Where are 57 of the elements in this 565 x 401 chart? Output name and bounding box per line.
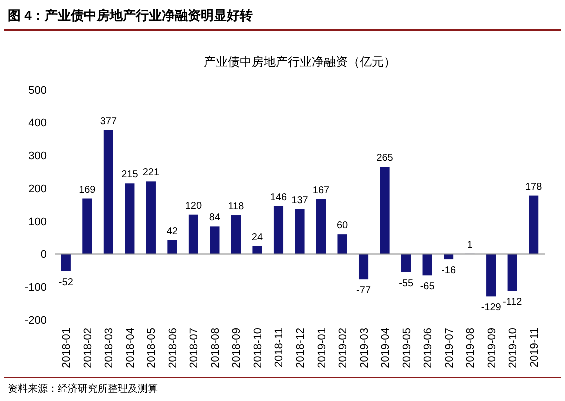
x-tick-label: 2018-05 [146, 328, 158, 368]
x-tick-label: 2019-02 [338, 328, 350, 368]
x-tick-label: 2018-01 [61, 328, 74, 368]
x-tick-label: 2018-02 [82, 328, 94, 368]
text: 资料来源：经济研究所整理及测算 [8, 383, 158, 395]
data-label: -112 [502, 297, 523, 308]
x-tick-label: 2019-01 [316, 328, 328, 368]
data-label: 60 [336, 220, 349, 232]
x-tick-label: 2019-06 [422, 328, 435, 368]
x-tick-label: 2018-09 [231, 328, 244, 368]
data-label: -129 [481, 302, 502, 314]
x-tick-label: 2018-11 [274, 328, 286, 368]
x-tick-label: 2018-03 [104, 328, 116, 368]
x-tick-label: 2019-11 [528, 328, 541, 368]
y-tick-label: 200 [28, 183, 47, 196]
x-tick-label: 2019-07 [444, 328, 456, 368]
data-label: 221 [142, 168, 160, 179]
x-tick-label: 2018-08 [210, 328, 222, 368]
data-label: 1 [467, 240, 474, 251]
data-label: 377 [100, 116, 118, 128]
data-label: 265 [376, 153, 394, 164]
data-label: -65 [420, 282, 436, 293]
y-tick-label: 300 [28, 150, 47, 163]
x-tick-label: 2018-10 [252, 328, 264, 368]
x-tick-label: 2018-04 [124, 328, 137, 368]
x-tick-label: 2018-12 [295, 328, 307, 368]
x-tick-label: 2018-06 [167, 328, 180, 368]
data-label: 24 [252, 232, 264, 244]
y-tick-label: 500 [28, 84, 47, 97]
data-label: 215 [122, 170, 139, 181]
y-tick-label: 400 [28, 118, 47, 130]
x-tick-label: 2018-07 [188, 328, 201, 368]
data-label: 167 [312, 185, 330, 196]
data-label: 120 [185, 200, 202, 212]
x-tick-label: 2019-04 [380, 328, 392, 368]
x-tick-label: 2019-05 [401, 328, 414, 368]
data-label: 146 [270, 192, 288, 204]
data-label: -77 [356, 286, 372, 297]
data-label: -16 [442, 266, 456, 277]
chart-subtitle: 产业债中房地产行业净融资（亿元） [204, 55, 396, 69]
data-label: 118 [228, 202, 245, 213]
data-label: 178 [525, 182, 543, 193]
x-tick-label: 2019-03 [358, 328, 371, 368]
data-label: 169 [79, 184, 96, 196]
y-tick-label: -200 [24, 314, 47, 327]
data-label: -52 [58, 277, 74, 288]
data-label: -55 [399, 278, 414, 290]
y-tick-label: -100 [24, 282, 47, 294]
data-label: 42 [166, 226, 178, 238]
y-tick-label: 0 [40, 249, 47, 262]
x-tick-label: 2019-08 [465, 328, 478, 368]
y-tick-label: 100 [28, 216, 47, 228]
data-label: 137 [292, 195, 309, 206]
data-label: 84 [209, 212, 221, 224]
x-tick-label: 2019-10 [508, 328, 520, 368]
x-tick-label: 2019-09 [486, 328, 498, 368]
chart-title: 图 4：产业债中房地产行业净融资明显好转 [8, 8, 253, 23]
